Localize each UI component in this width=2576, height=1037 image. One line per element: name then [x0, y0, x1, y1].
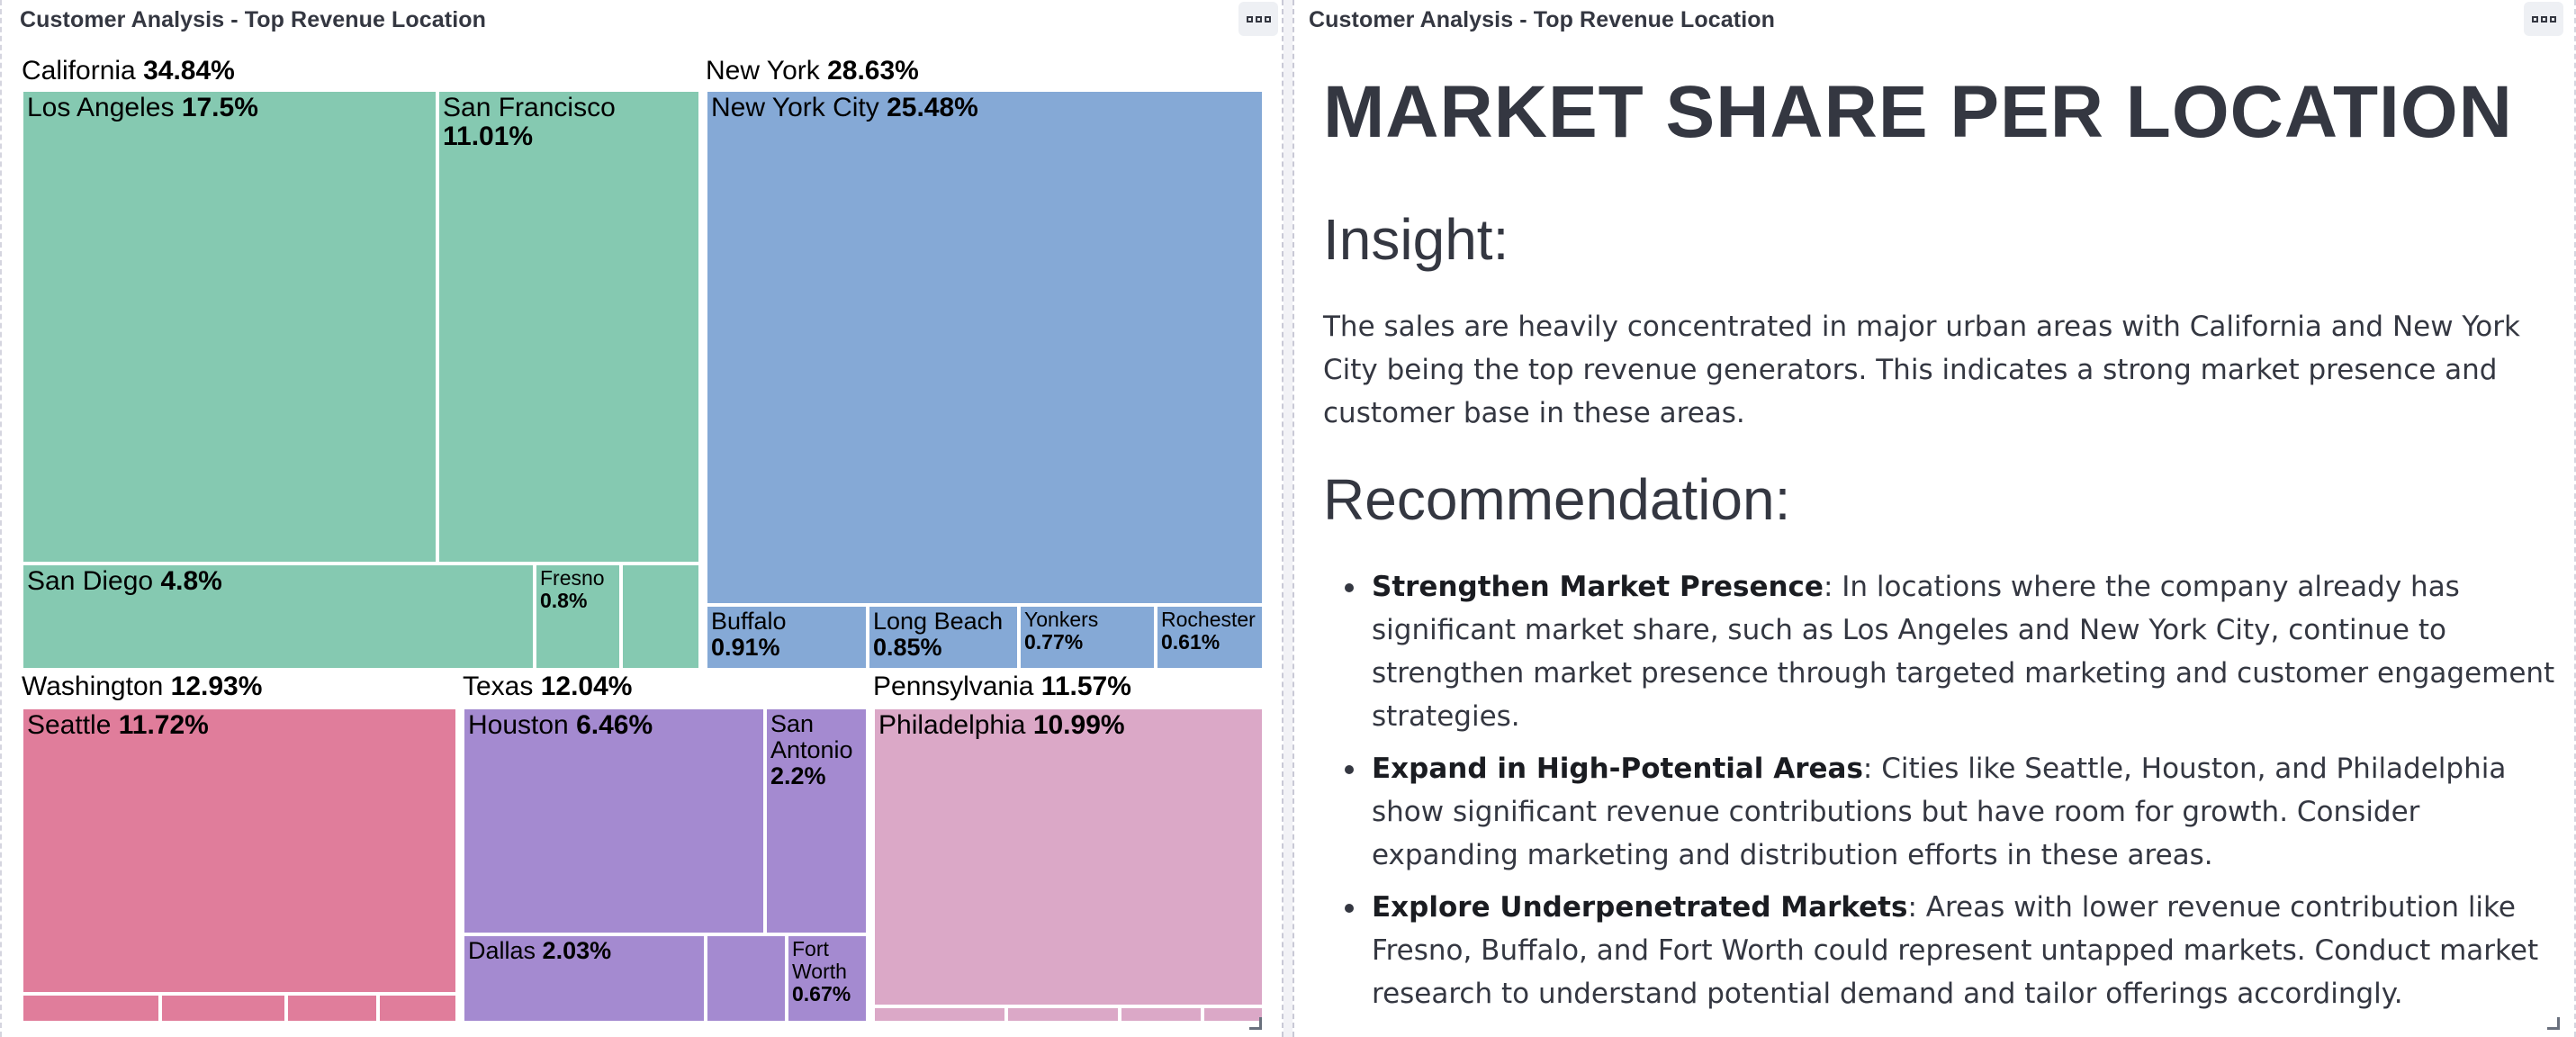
tile-philadelphia[interactable]: Philadelphia 10.99% [873, 708, 1264, 1006]
tile-rochester[interactable]: Rochester 0.61% [1156, 605, 1264, 670]
tile-washington-small-3[interactable] [286, 994, 378, 1023]
panel-divider [1283, 0, 1293, 1037]
tile-san-diego[interactable]: San Diego 4.8% [22, 564, 535, 670]
tile-houston[interactable]: Houston 6.46% [463, 708, 765, 934]
markdown-panel: Customer Analysis - Top Revenue Location… [1293, 0, 2576, 1037]
tile-washington-small-4[interactable] [378, 994, 457, 1023]
list-item: Explore Underpenetrated Markets: Areas w… [1323, 886, 2556, 1015]
tile-seattle[interactable]: Seattle 11.72% [22, 708, 457, 994]
group-label-california: California 34.84% [22, 56, 235, 86]
tile-buffalo[interactable]: Buffalo 0.91% [706, 605, 868, 670]
tile-pennsylvania-small-3[interactable] [1120, 1006, 1202, 1023]
tile-fresno[interactable]: Fresno 0.8% [535, 564, 621, 670]
resize-handle-icon[interactable] [2547, 1017, 2560, 1030]
page-heading: MARKET SHARE PER LOCATION [1323, 71, 2513, 153]
tile-pennsylvania-small-2[interactable] [1006, 1006, 1120, 1023]
group-label-washington: Washington 12.93% [22, 672, 263, 701]
recommendation-list: Strengthen Market Presence: In locations… [1323, 565, 2556, 1015]
insight-heading: Insight: [1323, 207, 1509, 273]
group-label-new-york: New York 28.63% [706, 56, 919, 86]
treemap-panel: Customer Analysis - Top Revenue Location… [0, 0, 1283, 1037]
group-label-pennsylvania: Pennsylvania 11.57% [873, 672, 1131, 701]
tile-dallas[interactable]: Dallas 2.03% [463, 934, 706, 1023]
panel-options-icon[interactable] [1238, 2, 1278, 36]
tile-washington-small-2[interactable] [160, 994, 286, 1023]
insight-text: The sales are heavily concentrated in ma… [1323, 310, 2520, 429]
panel-title: Customer Analysis - Top Revenue Location [1309, 7, 1775, 32]
tile-new-york-city[interactable]: New York City 25.48% [706, 90, 1264, 605]
list-item: Strengthen Market Presence: In locations… [1323, 565, 2556, 738]
tile-texas-other[interactable] [706, 934, 787, 1023]
tile-california-other[interactable] [621, 564, 700, 670]
tile-los-angeles[interactable]: Los Angeles 17.5% [22, 90, 437, 564]
tile-fort-worth[interactable]: Fort Worth 0.67% [787, 934, 868, 1023]
tile-pennsylvania-small-1[interactable] [873, 1006, 1006, 1023]
group-label-texas: Texas 12.04% [463, 672, 633, 701]
resize-handle-icon[interactable] [1249, 1017, 1262, 1030]
tile-san-antonio[interactable]: San Antonio 2.2% [765, 708, 868, 934]
tile-san-francisco[interactable]: San Francisco 11.01% [437, 90, 700, 564]
panel-title: Customer Analysis - Top Revenue Location [20, 7, 486, 32]
tile-long-beach[interactable]: Long Beach 0.85% [868, 605, 1019, 670]
tile-yonkers[interactable]: Yonkers 0.77% [1019, 605, 1156, 670]
markdown-content: MARKET SHARE PER LOCATION Insight: The s… [1323, 71, 2556, 1024]
tile-pennsylvania-small-4[interactable] [1202, 1006, 1264, 1023]
list-item: Expand in High-Potential Areas: Cities l… [1323, 747, 2556, 877]
tile-washington-small-1[interactable] [22, 994, 160, 1023]
panel-options-icon[interactable] [2524, 2, 2563, 36]
recommendation-heading: Recommendation: [1323, 466, 1791, 532]
